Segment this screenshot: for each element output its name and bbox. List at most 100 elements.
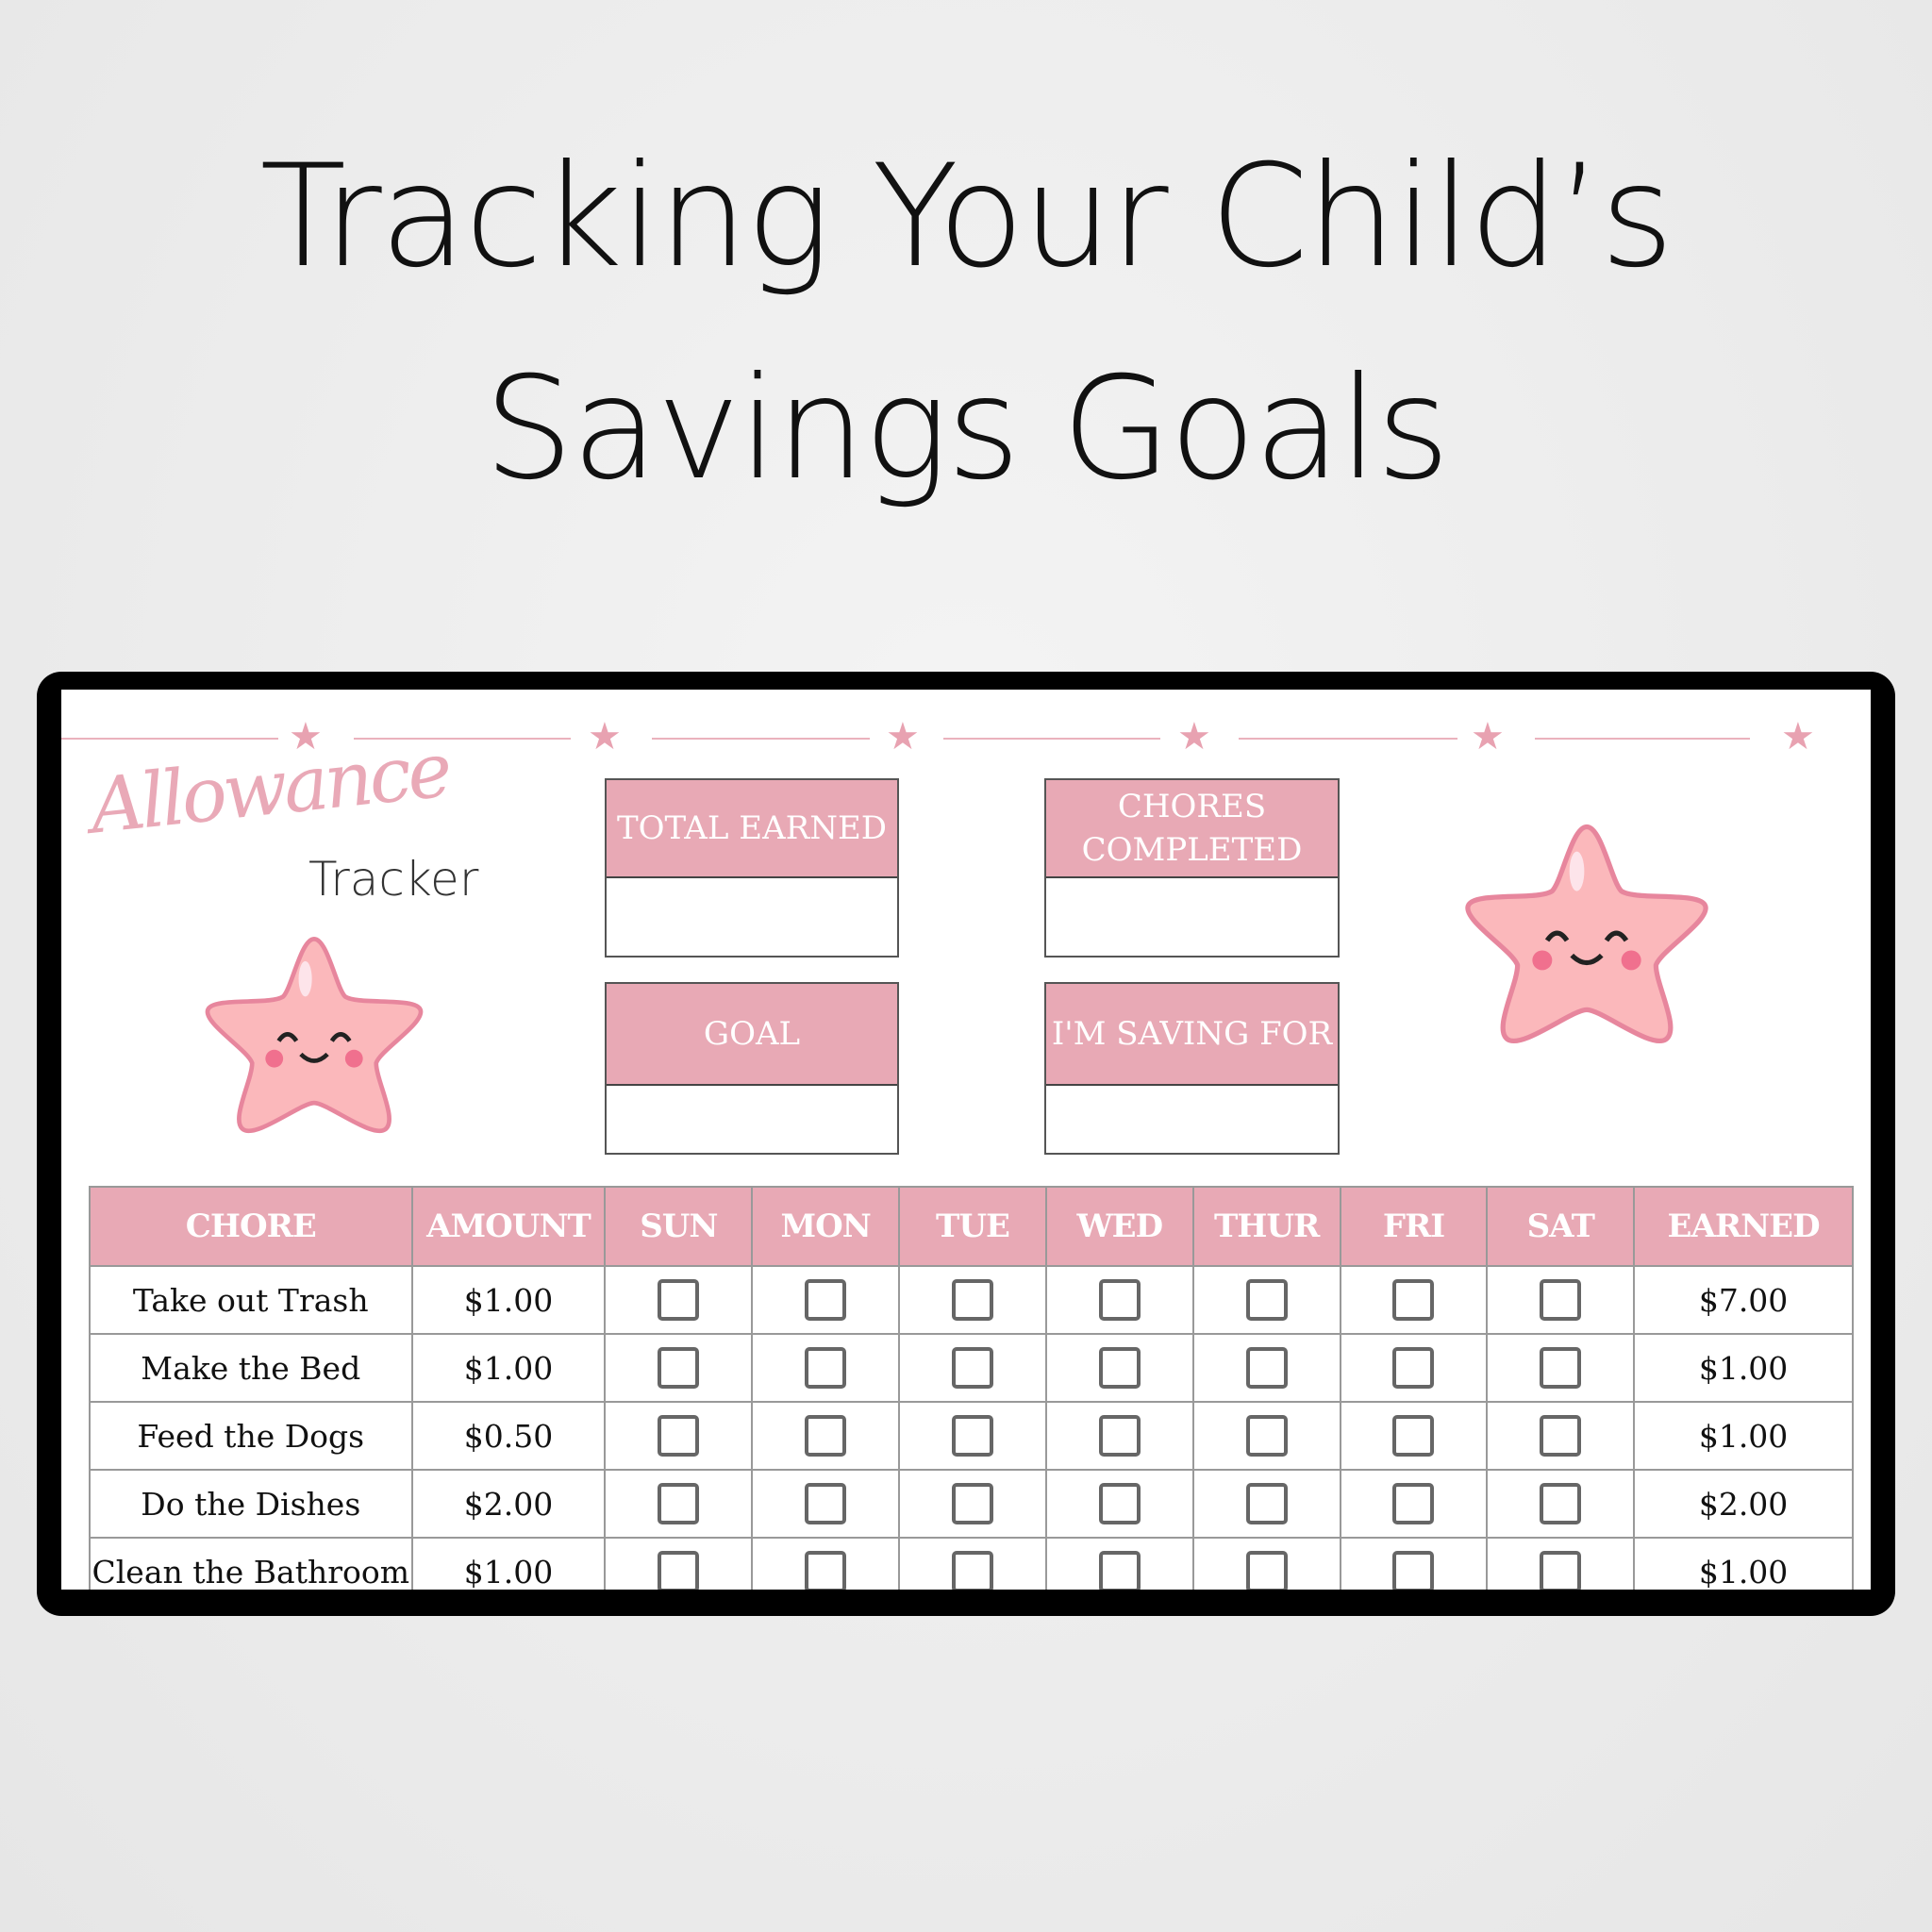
day-cell <box>1486 1265 1636 1335</box>
day-cell <box>604 1265 754 1335</box>
day-cell <box>1339 1265 1489 1335</box>
day-checkbox[interactable] <box>1245 1415 1288 1457</box>
day-cell <box>1191 1401 1341 1471</box>
day-cell <box>751 1401 901 1471</box>
day-checkbox[interactable] <box>805 1347 847 1389</box>
day-cell <box>898 1265 1047 1335</box>
divider-line <box>61 738 278 740</box>
day-cell <box>1486 1537 1636 1590</box>
day-checkbox[interactable] <box>805 1279 847 1321</box>
day-checkbox[interactable] <box>805 1483 847 1524</box>
divider-line <box>1535 738 1750 740</box>
column-header: AMOUNT <box>410 1186 607 1267</box>
day-cell <box>1191 1265 1341 1335</box>
column-header: EARNED <box>1633 1186 1854 1267</box>
divider-line <box>354 738 571 740</box>
day-cell <box>898 1401 1047 1471</box>
day-checkbox[interactable] <box>951 1483 993 1524</box>
day-cell <box>1044 1333 1194 1403</box>
day-cell <box>604 1333 754 1403</box>
star-icon: ★ <box>1471 715 1505 758</box>
day-checkbox[interactable] <box>951 1415 993 1457</box>
chores-completed-box: CHORES COMPLETED <box>1044 778 1340 958</box>
day-cell <box>1044 1537 1194 1590</box>
day-checkbox[interactable] <box>1245 1551 1288 1590</box>
day-cell <box>751 1265 901 1335</box>
day-checkbox[interactable] <box>1392 1415 1435 1457</box>
day-checkbox[interactable] <box>951 1347 993 1389</box>
chore-name: Take out Trash <box>89 1265 413 1335</box>
day-cell <box>604 1469 754 1539</box>
day-checkbox[interactable] <box>1245 1279 1288 1321</box>
day-cell <box>1044 1265 1194 1335</box>
day-cell <box>1486 1469 1636 1539</box>
day-checkbox[interactable] <box>1245 1347 1288 1389</box>
day-checkbox[interactable] <box>1392 1551 1435 1590</box>
day-checkbox[interactable] <box>1392 1483 1435 1524</box>
day-cell <box>1339 1333 1489 1403</box>
day-cell <box>1191 1469 1341 1539</box>
day-checkbox[interactable] <box>951 1279 993 1321</box>
table-row: Make the Bed $1.00 $1.00 <box>89 1333 1854 1403</box>
column-header: TUE <box>898 1186 1047 1267</box>
day-checkbox[interactable] <box>1392 1279 1435 1321</box>
star-icon: ★ <box>289 715 323 758</box>
chore-name: Clean the Bathroom <box>89 1537 413 1590</box>
chore-earned: $2.00 <box>1633 1469 1854 1539</box>
day-checkbox[interactable] <box>658 1347 700 1389</box>
day-checkbox[interactable] <box>658 1279 700 1321</box>
chore-name: Feed the Dogs <box>89 1401 413 1471</box>
day-checkbox[interactable] <box>658 1415 700 1457</box>
chore-amount: $2.00 <box>410 1469 607 1539</box>
star-mascot-icon <box>205 937 424 1134</box>
day-checkbox[interactable] <box>951 1551 993 1590</box>
column-header: MON <box>751 1186 901 1267</box>
page-title-line2: Savings Goals <box>483 347 1450 511</box>
page-title-line1: Tracking Your Child’s <box>259 135 1674 299</box>
divider-line <box>1239 738 1457 740</box>
chore-name: Make the Bed <box>89 1333 413 1403</box>
column-header: THUR <box>1191 1186 1341 1267</box>
day-checkbox[interactable] <box>1540 1347 1582 1389</box>
day-checkbox[interactable] <box>1540 1415 1582 1457</box>
day-checkbox[interactable] <box>658 1551 700 1590</box>
day-cell <box>751 1537 901 1590</box>
chore-earned: $1.00 <box>1633 1537 1854 1590</box>
column-header: SAT <box>1486 1186 1636 1267</box>
day-cell <box>1486 1333 1636 1403</box>
day-cell <box>1044 1469 1194 1539</box>
day-checkbox[interactable] <box>1098 1415 1141 1457</box>
column-header: FRI <box>1339 1186 1489 1267</box>
day-cell <box>1191 1537 1341 1590</box>
total-earned-box: TOTAL EARNED <box>605 778 899 958</box>
table-row: Do the Dishes $2.00 $2.00 <box>89 1469 1854 1539</box>
day-checkbox[interactable] <box>1098 1483 1141 1524</box>
day-checkbox[interactable] <box>1098 1551 1141 1590</box>
day-cell <box>898 1333 1047 1403</box>
divider-line <box>943 738 1160 740</box>
day-checkbox[interactable] <box>805 1415 847 1457</box>
day-checkbox[interactable] <box>1098 1279 1141 1321</box>
day-checkbox[interactable] <box>1540 1483 1582 1524</box>
day-checkbox[interactable] <box>1540 1279 1582 1321</box>
star-icon: ★ <box>886 715 920 758</box>
table-row: Feed the Dogs $0.50 $1.00 <box>89 1401 1854 1471</box>
chore-earned: $1.00 <box>1633 1333 1854 1403</box>
day-checkbox[interactable] <box>1392 1347 1435 1389</box>
chore-amount: $0.50 <box>410 1401 607 1471</box>
tracker-sheet: ★ ★ ★ ★ ★ ★ Allowance Tracker TOTAL EARNED CH… <box>61 690 1871 1590</box>
day-cell <box>1339 1537 1489 1590</box>
column-header: CHORE <box>89 1186 413 1267</box>
device-frame: ★ ★ ★ ★ ★ ★ Allowance Tracker TOTAL EARNED CH… <box>37 672 1895 1616</box>
day-checkbox[interactable] <box>1540 1551 1582 1590</box>
day-cell <box>751 1333 901 1403</box>
divider-line <box>652 738 870 740</box>
logo-word: Tracker <box>308 852 479 907</box>
day-checkbox[interactable] <box>1098 1347 1141 1389</box>
day-checkbox[interactable] <box>805 1551 847 1590</box>
day-cell <box>1486 1401 1636 1471</box>
day-checkbox[interactable] <box>658 1483 700 1524</box>
day-cell <box>751 1469 901 1539</box>
day-checkbox[interactable] <box>1245 1483 1288 1524</box>
chore-amount: $1.00 <box>410 1265 607 1335</box>
